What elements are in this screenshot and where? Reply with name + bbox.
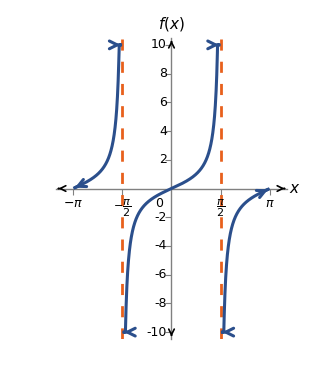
Text: $-\dfrac{\pi}{2}$: $-\dfrac{\pi}{2}$ (113, 197, 132, 219)
Text: $\dfrac{\pi}{2}$: $\dfrac{\pi}{2}$ (216, 197, 225, 219)
Text: -2: -2 (154, 211, 167, 224)
Text: -8: -8 (154, 297, 167, 310)
Text: -4: -4 (154, 239, 167, 253)
Text: 8: 8 (159, 67, 167, 80)
Text: 4: 4 (159, 124, 167, 138)
Text: -10: -10 (146, 326, 167, 339)
Text: $0$: $0$ (154, 197, 164, 210)
Text: $x$: $x$ (289, 181, 300, 196)
Text: $f(x)$: $f(x)$ (158, 15, 185, 34)
Text: -6: -6 (154, 268, 167, 281)
Text: 2: 2 (159, 153, 167, 166)
Text: $-\pi$: $-\pi$ (63, 197, 83, 210)
Text: $\pi$: $\pi$ (265, 197, 275, 210)
Text: 10: 10 (151, 38, 167, 51)
Text: 6: 6 (159, 96, 167, 109)
